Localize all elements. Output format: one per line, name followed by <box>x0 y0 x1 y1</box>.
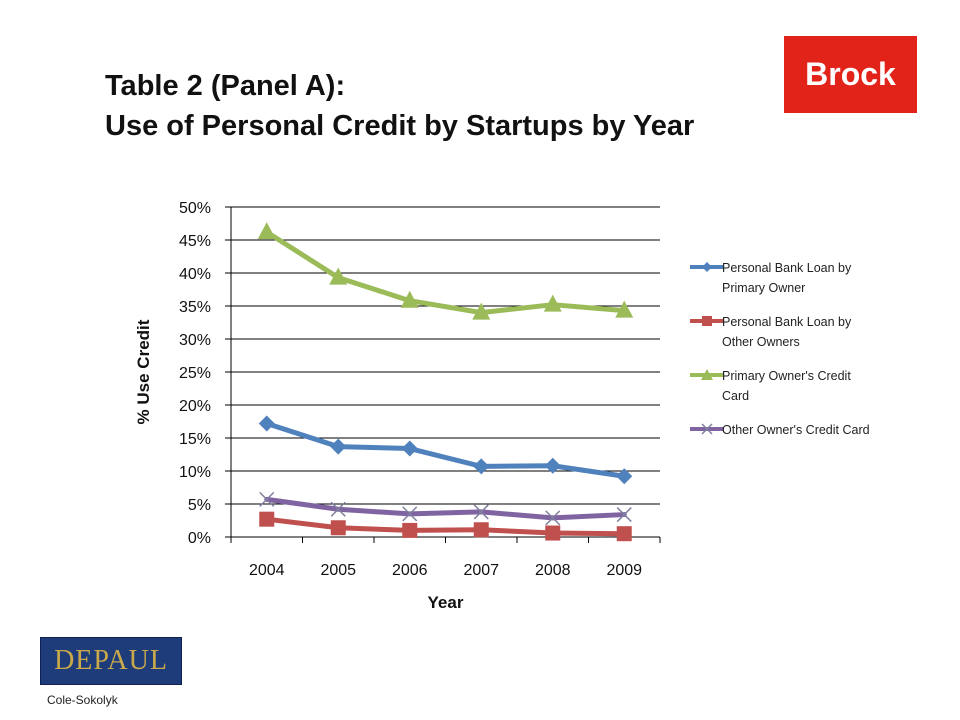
data-point-x <box>545 510 561 526</box>
legend-swatch <box>690 369 724 380</box>
x-tick-label: 2005 <box>320 562 356 579</box>
x-marker-stroke <box>545 510 561 526</box>
data-point-square <box>616 526 632 542</box>
brock-logo: Brock <box>784 36 917 113</box>
y-tick-label: 0% <box>188 530 211 547</box>
x-tick-label: 2008 <box>535 562 571 579</box>
legend-label: Other Owner's Credit Card <box>722 423 870 437</box>
data-point-square <box>330 520 346 536</box>
y-tick-label: 15% <box>179 431 211 448</box>
series-line-triangle <box>264 229 627 316</box>
y-tick-label: 25% <box>179 365 211 382</box>
data-point-x <box>259 491 275 507</box>
x-tick-label: 2004 <box>249 562 285 579</box>
legend-marker-x <box>701 423 713 435</box>
y-tick-label: 50% <box>179 200 211 217</box>
data-point-x <box>616 507 632 523</box>
x-marker-stroke <box>259 491 275 507</box>
series-line-diamond <box>264 420 627 479</box>
data-point-triangle <box>329 267 348 285</box>
y-tick-label: 20% <box>179 398 211 415</box>
legend-label: Primary Owner's Credit Card <box>722 369 851 403</box>
data-point-x <box>402 506 418 522</box>
x-marker-stroke <box>616 507 632 523</box>
y-tick-label: 10% <box>179 464 211 481</box>
x-marker-stroke <box>330 501 346 517</box>
data-point-triangle <box>472 302 491 320</box>
data-point-triangle <box>615 300 634 318</box>
data-point-x <box>330 501 346 517</box>
y-axis-title: % Use Credit <box>134 319 153 424</box>
legend-swatch <box>690 262 724 272</box>
series-line-x <box>264 496 627 521</box>
legend-marker-diamond <box>702 262 712 272</box>
x-axis-title: Year <box>428 593 464 612</box>
y-tick-label: 40% <box>179 266 211 283</box>
legend-marker-triangle <box>701 369 713 380</box>
legend-swatch <box>690 423 724 435</box>
data-point-diamond <box>330 438 347 455</box>
data-point-diamond <box>544 457 561 474</box>
data-point-square <box>545 525 561 541</box>
y-tick-label: 35% <box>179 299 211 316</box>
x-tick-label: 2009 <box>606 562 642 579</box>
x-tick-label: 2007 <box>463 562 499 579</box>
slide-title: Table 2 (Panel A): Use of Personal Credi… <box>105 66 694 146</box>
data-point-square <box>402 522 418 538</box>
legend-item: Other Owner's Credit Card <box>690 420 890 474</box>
data-point-triangle <box>257 222 276 240</box>
data-point-triangle <box>400 290 419 308</box>
data-point-x <box>473 504 489 520</box>
data-point-square <box>473 522 489 538</box>
depaul-logo: DEPAUL <box>40 637 182 685</box>
legend-label: Personal Bank Loan by Other Owners <box>722 315 852 349</box>
legend-item: Personal Bank Loan by Primary Owner <box>690 258 890 312</box>
legend-swatch <box>690 316 724 326</box>
legend-marker-square <box>702 316 712 326</box>
data-point-diamond <box>473 458 490 475</box>
series-line-square <box>264 516 627 537</box>
y-tick-label: 30% <box>179 332 211 349</box>
legend-item: Primary Owner's Credit Card <box>690 366 890 420</box>
data-point-triangle <box>543 294 562 312</box>
slide-title-line-1: Table 2 (Panel A): <box>105 70 346 102</box>
y-tick-label: 5% <box>188 497 211 514</box>
x-marker-stroke <box>402 506 418 522</box>
data-point-diamond <box>258 415 275 432</box>
data-point-diamond <box>401 440 418 457</box>
data-point-diamond <box>616 468 633 485</box>
slide-title-line-2: Use of Personal Credit by Startups by Ye… <box>105 110 695 142</box>
legend-label: Personal Bank Loan by Primary Owner <box>722 261 852 295</box>
brock-logo-text: Brock <box>805 56 896 92</box>
chart-legend: Personal Bank Loan by Primary Owner Perso… <box>690 258 890 474</box>
x-tick-label: 2006 <box>392 562 428 579</box>
x-marker-stroke <box>473 504 489 520</box>
legend-item: Personal Bank Loan by Other Owners <box>690 312 890 366</box>
data-point-square <box>259 511 275 527</box>
y-tick-label: 45% <box>179 233 211 250</box>
footer-author: Cole-Sokolyk <box>47 693 118 707</box>
depaul-logo-text: DEPAUL <box>54 645 168 676</box>
